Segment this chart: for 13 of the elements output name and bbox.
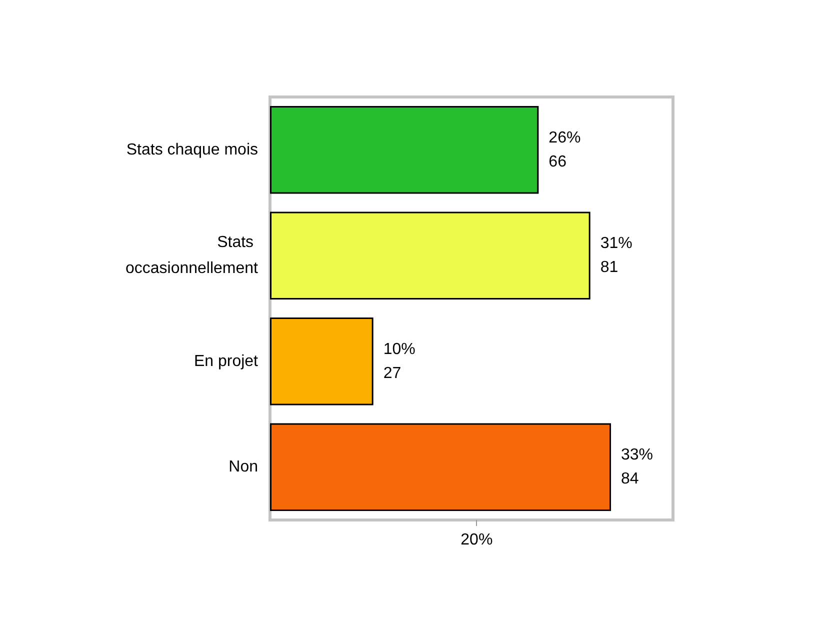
bar [270,423,611,512]
x-tick-label: 20% [460,532,493,548]
y-tick-label: Stats chaque mois [126,141,258,158]
y-tick-label: Non [228,458,258,476]
y-tick-label: En projet [194,352,259,370]
bar [270,212,590,300]
data-label: 26% 66 [548,129,581,170]
bar [270,317,374,406]
data-label: 33% 84 [621,446,654,488]
data-label: 10% 27 [383,340,416,382]
y-tick-label: Stats occasionnellement [125,234,259,278]
bar [270,106,539,194]
data-label: 31% 81 [600,235,632,276]
